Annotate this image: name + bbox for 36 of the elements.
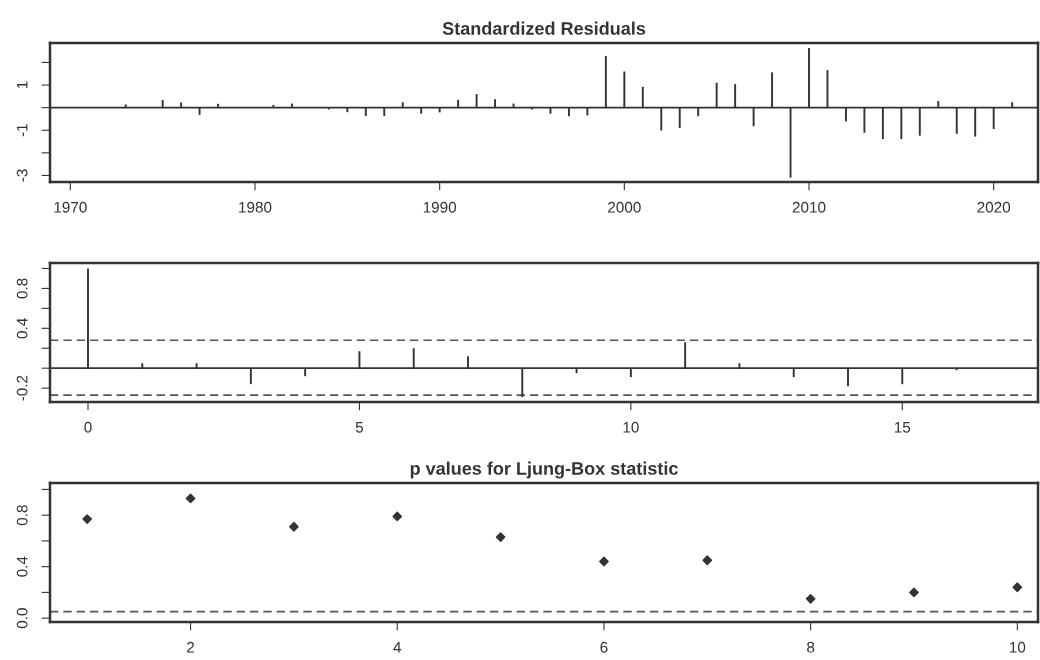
x-tick-label: 4 bbox=[393, 642, 402, 653]
chart-title: Standardized Residuals bbox=[442, 21, 646, 35]
y-tick-label: 0.4 bbox=[16, 318, 28, 339]
x-tick-label: 1970 bbox=[54, 201, 87, 213]
chart-title: p values for Ljung-Box statistic bbox=[410, 461, 678, 479]
x-tick-label: 2000 bbox=[608, 201, 641, 213]
x-tick-label: 0 bbox=[84, 421, 92, 433]
point bbox=[702, 555, 713, 566]
y-tick-label: 0.8 bbox=[16, 505, 28, 526]
y-tick-label: 1 bbox=[16, 81, 28, 89]
point bbox=[1012, 582, 1023, 593]
y-tick-label: -1 bbox=[16, 124, 28, 137]
x-tick-label: 2010 bbox=[792, 201, 826, 213]
y-tick-label: -0.2 bbox=[16, 375, 28, 401]
x-tick-label: 2 bbox=[187, 641, 195, 653]
point bbox=[82, 514, 93, 524]
x-tick-label: 5 bbox=[355, 422, 364, 433]
x-tick-label: 2020 bbox=[977, 201, 1011, 213]
y-tick-label: 0.4 bbox=[16, 556, 28, 577]
point bbox=[599, 556, 609, 567]
point bbox=[185, 493, 196, 504]
point bbox=[909, 587, 919, 598]
point bbox=[392, 511, 403, 522]
y-tick-label: 0.0 bbox=[16, 608, 28, 629]
point bbox=[805, 593, 816, 604]
x-tick-label: 15 bbox=[894, 422, 911, 433]
x-tick-label: 1980 bbox=[239, 201, 272, 213]
point bbox=[289, 521, 299, 532]
x-tick-label: 1990 bbox=[423, 201, 457, 213]
x-tick-label: 10 bbox=[1010, 641, 1026, 653]
point bbox=[495, 532, 506, 542]
x-tick-label: 8 bbox=[807, 641, 815, 653]
x-tick-label: 6 bbox=[600, 641, 608, 653]
y-tick-label: -3 bbox=[16, 169, 28, 182]
x-tick-label: 10 bbox=[623, 421, 639, 433]
y-tick-label: 0.8 bbox=[16, 278, 28, 299]
